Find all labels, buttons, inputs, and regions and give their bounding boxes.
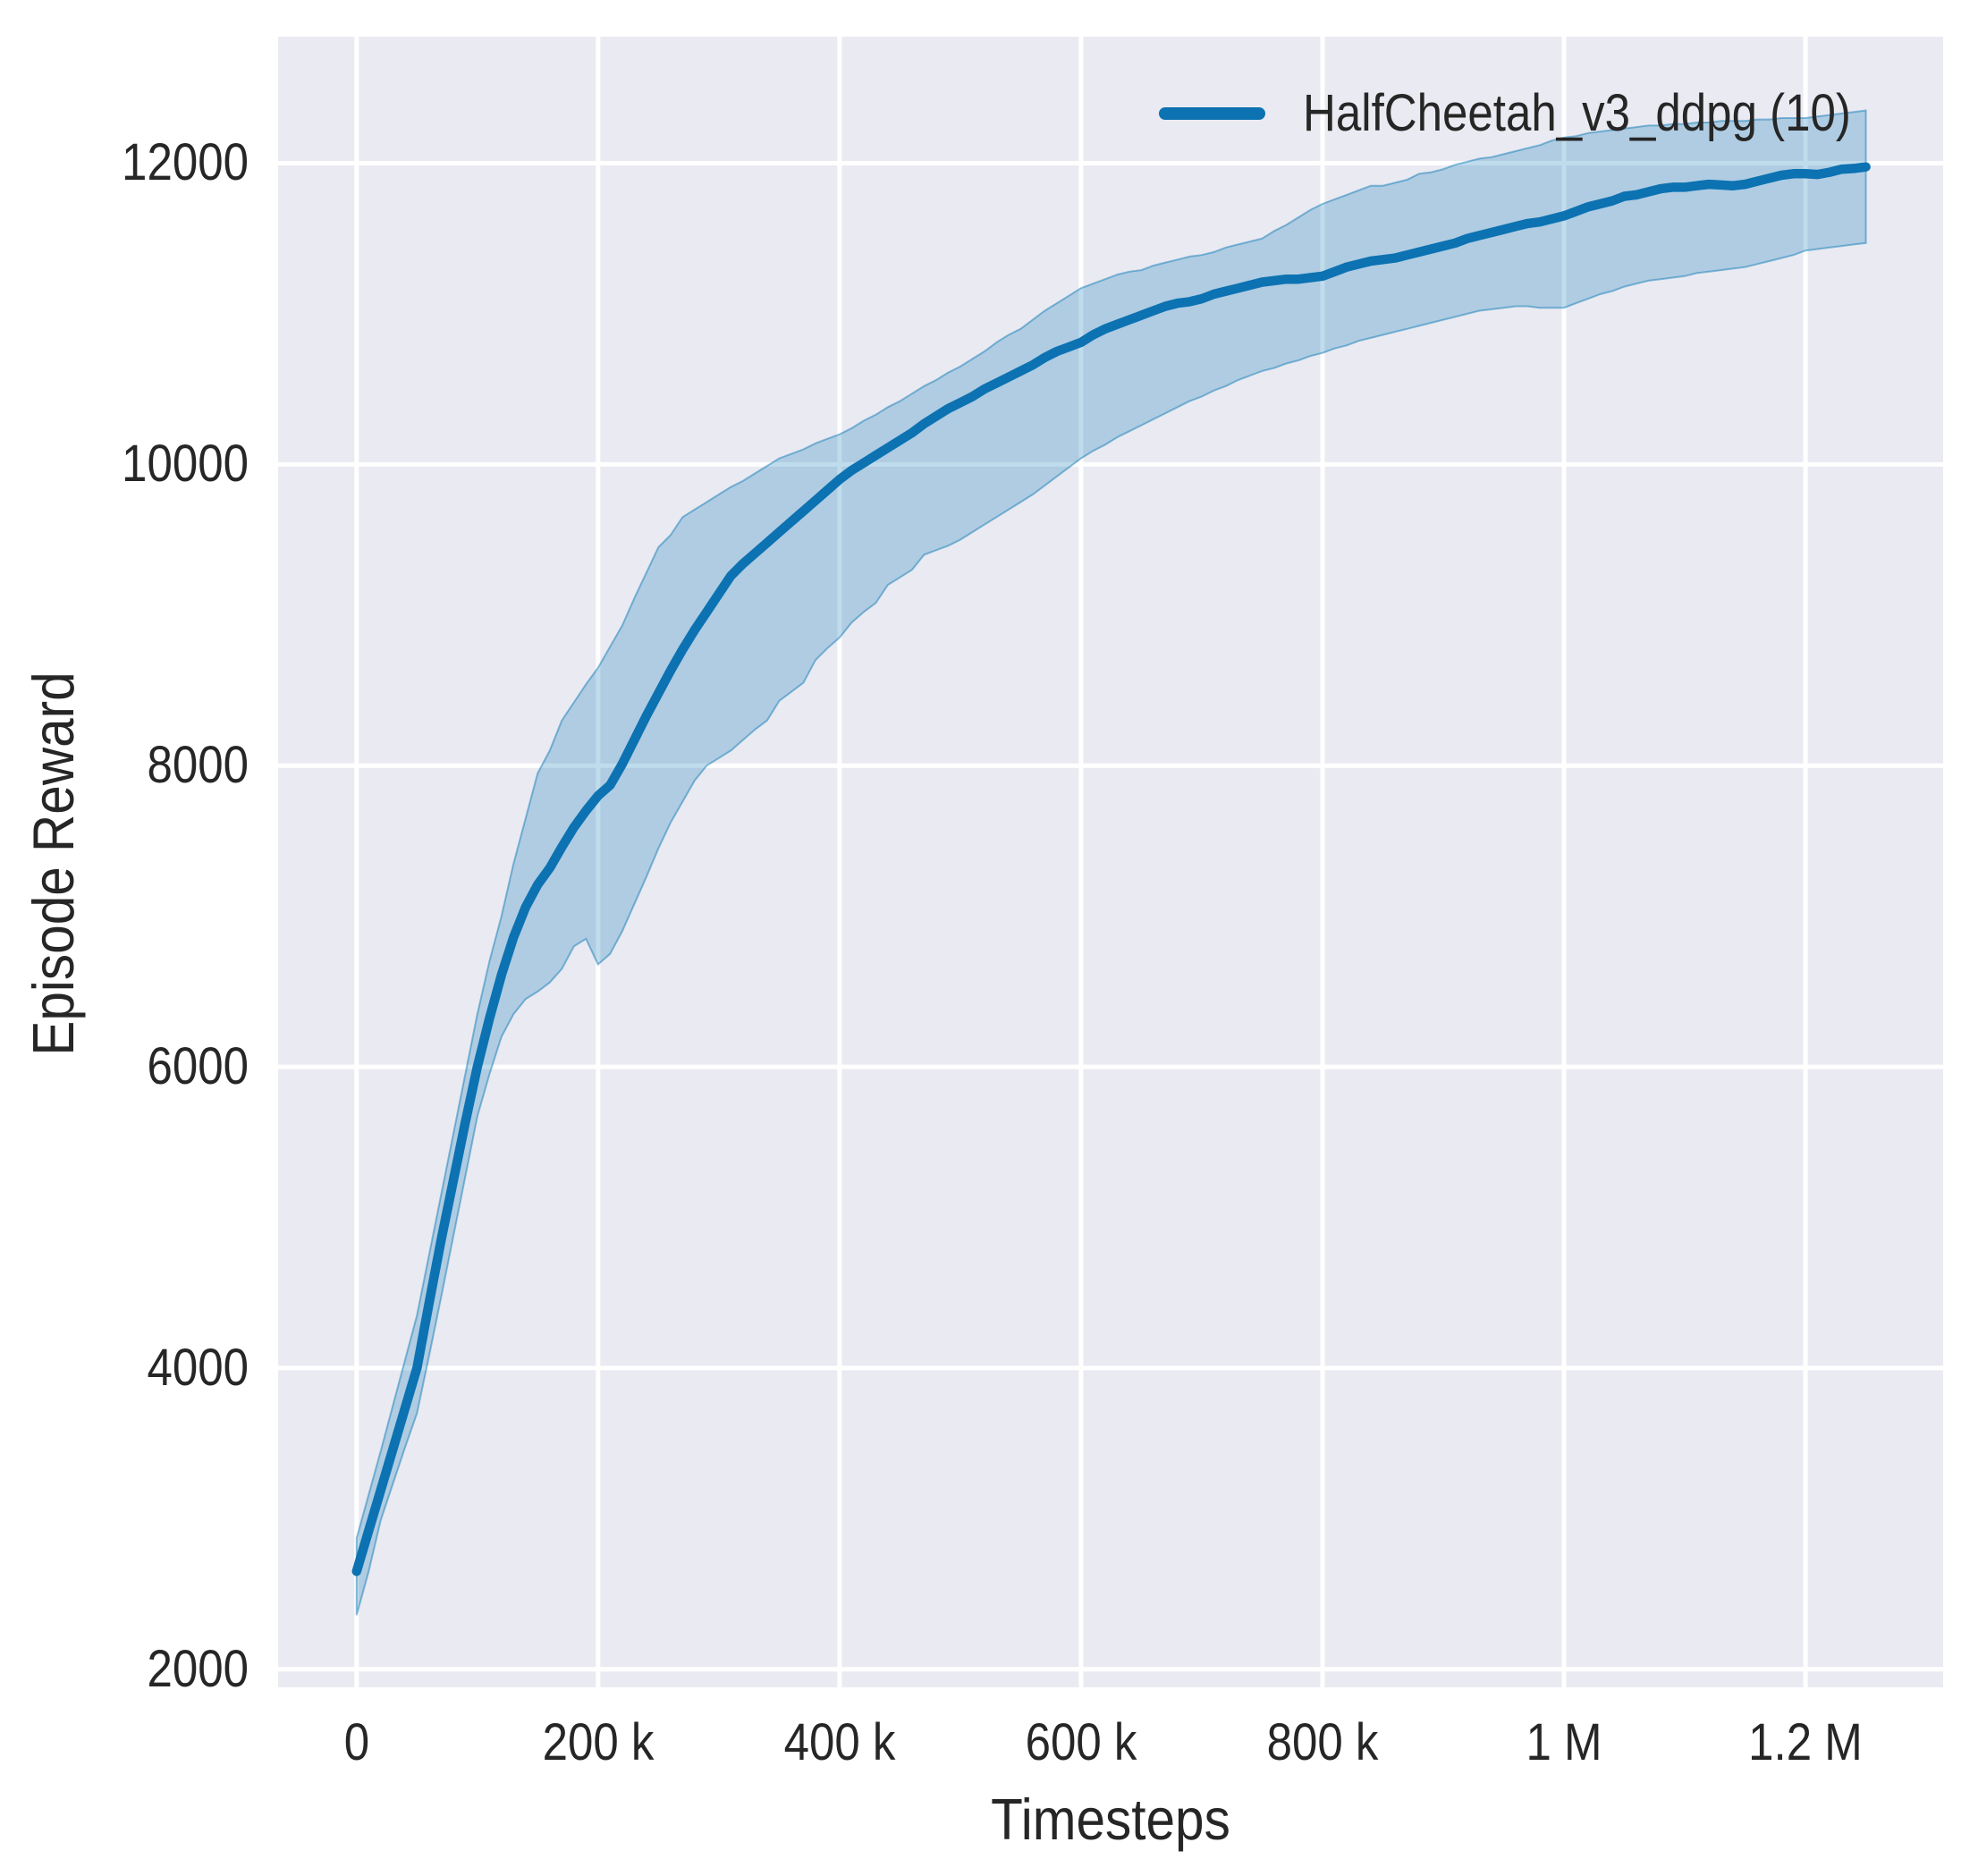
x-tick-label: 600 k	[1025, 1713, 1137, 1771]
x-tick-label: 200 k	[542, 1713, 655, 1771]
x-tick-label: 400 k	[783, 1713, 896, 1771]
x-tick-label: 800 k	[1266, 1713, 1379, 1771]
chart-canvas	[278, 37, 1943, 1687]
mean-line	[351, 162, 1871, 1576]
legend-line-marker	[1159, 107, 1265, 120]
y-tick-label: 8000	[147, 736, 249, 795]
legend-label: HalfCheetah_v3_ddpg (10)	[1303, 84, 1851, 142]
x-tick-label: 1 M	[1526, 1713, 1602, 1771]
x-tick-label: 0	[343, 1713, 369, 1771]
y-tick-label: 10000	[122, 435, 249, 494]
y-tick-label: 4000	[147, 1338, 249, 1397]
y-tick-label: 12000	[122, 133, 249, 192]
x-tick-label: 1.2 M	[1748, 1713, 1863, 1771]
confidence-band	[355, 109, 1867, 1616]
x-axis-label: Timesteps	[991, 1787, 1230, 1852]
plot-area	[278, 37, 1943, 1687]
y-axis-label: Episode Reward	[21, 672, 86, 1056]
y-tick-label: 6000	[147, 1037, 249, 1096]
y-tick-label: 2000	[147, 1639, 249, 1698]
legend: HalfCheetah_v3_ddpg (10)	[1159, 84, 1925, 143]
